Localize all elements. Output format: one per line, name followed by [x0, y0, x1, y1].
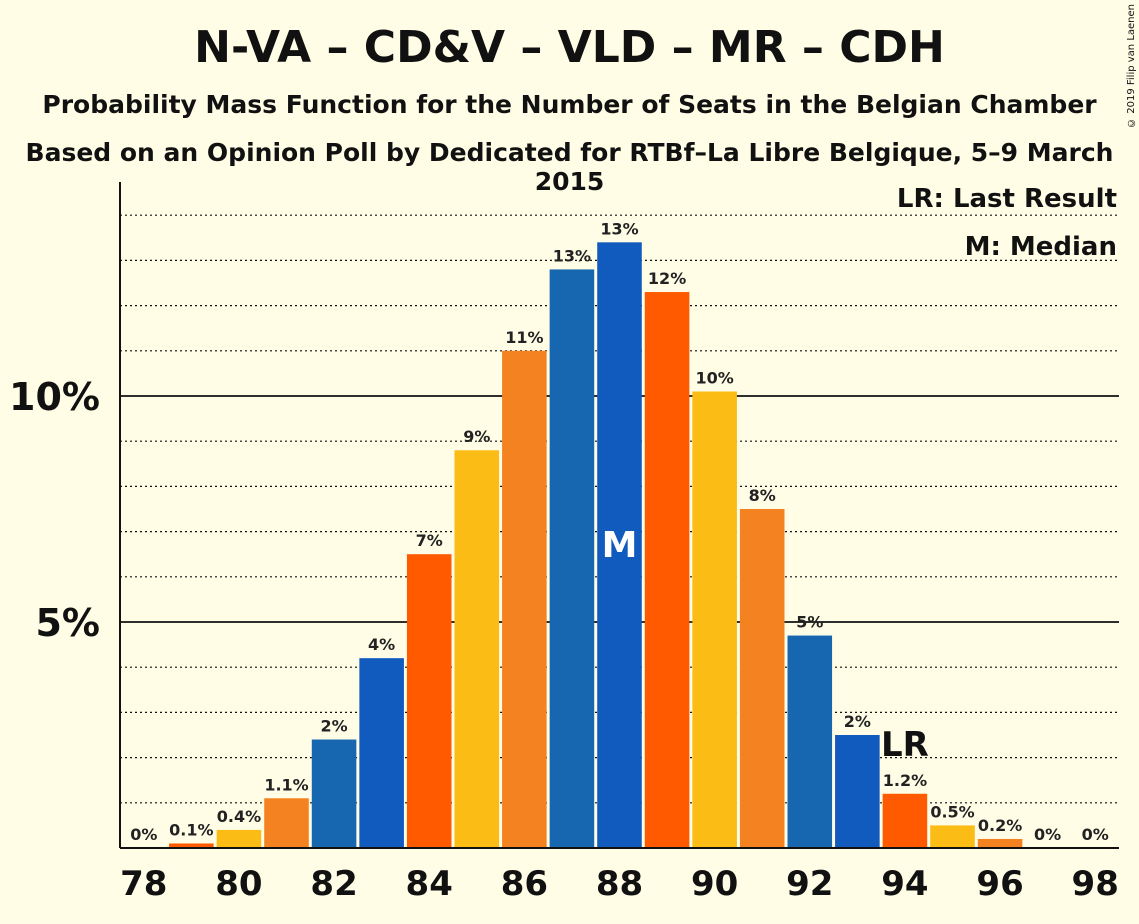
- x-tick-label-92: 92: [786, 864, 833, 904]
- bar-label-seat-91: 8%: [749, 486, 776, 505]
- bar-label-seat-86: 11%: [505, 328, 543, 347]
- bar-label-seat-93: 2%: [844, 712, 871, 731]
- x-tick-label-88: 88: [596, 864, 643, 904]
- bar-label-seat-98: 0%: [1082, 825, 1109, 844]
- bar-label-seat-97: 0%: [1034, 825, 1061, 844]
- x-tick-label-86: 86: [501, 864, 548, 904]
- x-tick-label-94: 94: [881, 864, 928, 904]
- bar-label-seat-83: 4%: [368, 635, 395, 654]
- bar-label-seat-96: 0.2%: [978, 816, 1022, 835]
- bar-seat-89: [644, 292, 690, 848]
- bar-label-seat-81: 1.1%: [264, 775, 308, 794]
- bar-seat-85: [454, 450, 500, 848]
- bar-label-seat-87: 13%: [553, 246, 591, 265]
- x-tick-label-98: 98: [1072, 864, 1119, 904]
- bar-seat-83: [359, 658, 404, 848]
- bar-label-seat-90: 10%: [695, 368, 733, 387]
- x-tick-label-90: 90: [691, 864, 738, 904]
- x-tick-label-78: 78: [120, 864, 167, 904]
- bar-seat-90: [692, 391, 737, 848]
- bar-label-seat-79: 0.1%: [169, 820, 213, 839]
- bar-label-seat-89: 12%: [648, 269, 686, 288]
- bar-label-seat-84: 7%: [416, 531, 443, 550]
- legend-median: M: Median: [964, 232, 1117, 262]
- y-tick-label-5: 5%: [35, 601, 100, 645]
- y-tick-label-10: 10%: [9, 375, 100, 419]
- legend-last-result: LR: Last Result: [896, 184, 1117, 214]
- bar-label-seat-85: 9%: [463, 427, 490, 446]
- last-result-marker: LR: [881, 725, 929, 765]
- x-tick-label-96: 96: [976, 864, 1023, 904]
- bar-label-seat-95: 0.5%: [930, 802, 974, 821]
- chart-subtitle-source: Based on an Opinion Poll by Dedicated fo…: [25, 138, 1114, 196]
- bar-seat-91: [739, 509, 785, 848]
- bar-seat-82: [311, 739, 357, 848]
- bar-label-seat-88: 13%: [600, 219, 638, 238]
- bar-seat-95: [930, 825, 975, 848]
- bar-seat-92: [787, 635, 833, 848]
- bar-seat-84: [406, 554, 452, 848]
- bar-seat-81: [264, 798, 309, 848]
- median-marker: M: [602, 525, 638, 566]
- bar-seat-87: [549, 269, 595, 848]
- bar-label-seat-78: 0%: [130, 825, 157, 844]
- bar-seat-88: [597, 242, 642, 848]
- bar-seat-79: [169, 843, 214, 848]
- chart-title: N-VA – CD&V – VLD – MR – CDH: [194, 22, 945, 73]
- bar-seat-96: [977, 838, 1023, 848]
- x-tick-label-82: 82: [310, 864, 357, 904]
- bar-seat-94: [882, 793, 928, 848]
- bar-label-seat-80: 0.4%: [217, 807, 261, 826]
- bar-label-seat-94: 1.2%: [883, 771, 927, 790]
- bar-label-seat-82: 2%: [320, 717, 347, 736]
- bar-label-seat-92: 5%: [796, 613, 823, 632]
- bar-seat-80: [216, 829, 262, 848]
- x-tick-label-80: 80: [215, 864, 262, 904]
- chart-subtitle: Probability Mass Function for the Number…: [42, 90, 1097, 119]
- x-tick-label-84: 84: [406, 864, 453, 904]
- bar-seat-86: [502, 350, 547, 848]
- bar-seat-93: [835, 735, 880, 848]
